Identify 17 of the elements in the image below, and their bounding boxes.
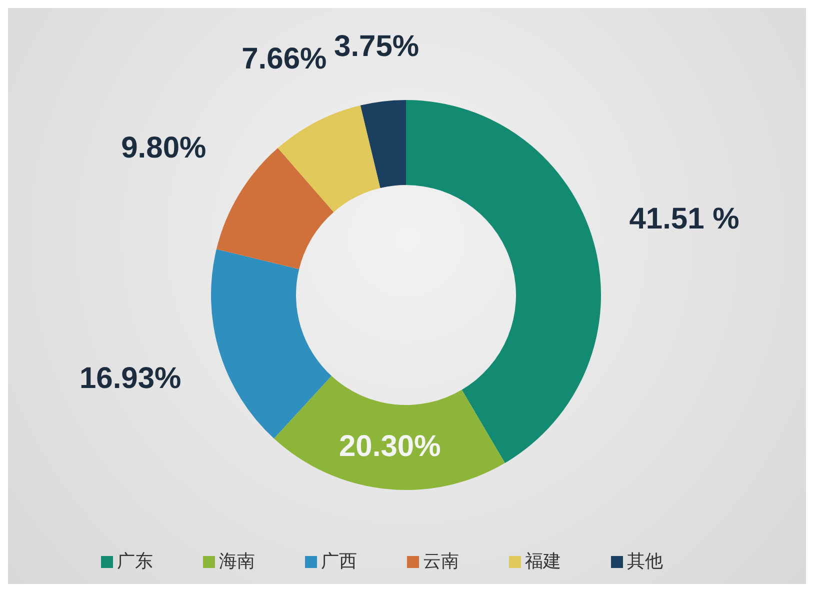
legend-label: 云南 [423, 551, 459, 572]
donut-slice [360, 100, 406, 188]
legend-label: 广西 [321, 551, 357, 572]
data-label: 41.51 % [629, 202, 740, 236]
legend-label: 福建 [525, 551, 561, 572]
donut-slice [278, 105, 380, 212]
data-label: 3.75% [334, 30, 420, 63]
data-label: 16.93% [79, 362, 182, 396]
data-label: 9.80% [121, 131, 206, 164]
legend-label: 海南 [219, 551, 255, 572]
data-label: 7.66% [242, 42, 327, 76]
donut-slice [211, 249, 332, 438]
data-label: 20.30% [339, 430, 441, 464]
legend-label: 其他 [627, 551, 663, 572]
donut-slice [216, 148, 334, 270]
donut-slice [274, 376, 505, 490]
legend-label: 广东 [117, 551, 153, 572]
